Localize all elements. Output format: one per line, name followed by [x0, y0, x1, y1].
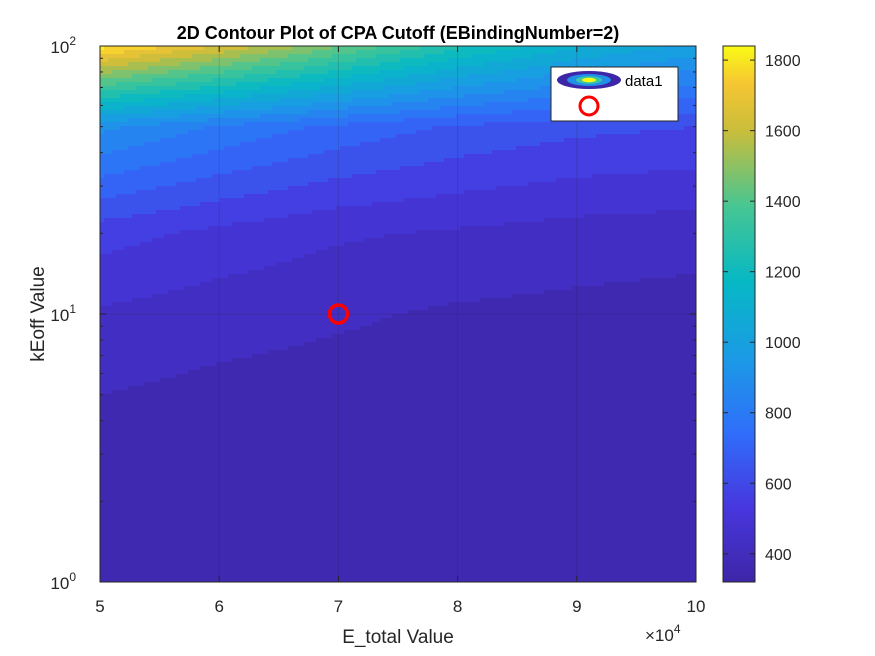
x-tick-label: 10 [687, 597, 706, 616]
x-exponent-label: ×104 [645, 622, 681, 645]
x-tick-label: 7 [334, 597, 343, 616]
x-axis: 5 6 7 8 9 10 [95, 46, 705, 616]
y-axis-label: kEoff Value [28, 266, 49, 361]
y-tick-label: 102 [50, 34, 76, 57]
colorbar [722, 45, 756, 583]
legend-contour-icon [557, 71, 621, 89]
grid-lines [100, 46, 696, 582]
colorbar-tick-label: 1400 [765, 194, 801, 211]
red-circle-marker [327, 303, 350, 325]
colorbar-tick-label: 600 [765, 476, 792, 493]
x-tick-label: 6 [214, 597, 223, 616]
contour-fill [100, 46, 696, 582]
colorbar-tick-label: 1600 [765, 124, 801, 141]
marker-series [327, 303, 350, 325]
x-tick-label: 5 [95, 597, 104, 616]
colorbar-ticks: 400 600 800 1000 1200 1400 1600 1800 [723, 53, 801, 564]
y-axis: 100 101 102 [50, 34, 696, 593]
colorbar-tick-label: 1800 [765, 53, 801, 70]
legend-entry-data1: data1 [625, 73, 663, 90]
colorbar-tick-label: 800 [765, 406, 792, 423]
x-tick-label: 9 [572, 597, 581, 616]
colorbar-tick-label: 400 [765, 547, 792, 564]
y-tick-label: 100 [50, 570, 76, 593]
x-axis-label: E_total Value [342, 627, 454, 648]
legend[interactable]: data1 [550, 66, 679, 122]
y-tick-label: 101 [50, 302, 76, 325]
x-tick-label: 8 [453, 597, 462, 616]
colorbar-tick-label: 1000 [765, 335, 801, 352]
chart-title: 2D Contour Plot of CPA Cutoff (EBindingN… [177, 23, 619, 43]
colorbar-tick-label: 1200 [765, 265, 801, 282]
legend-marker-circle-icon [578, 95, 600, 117]
